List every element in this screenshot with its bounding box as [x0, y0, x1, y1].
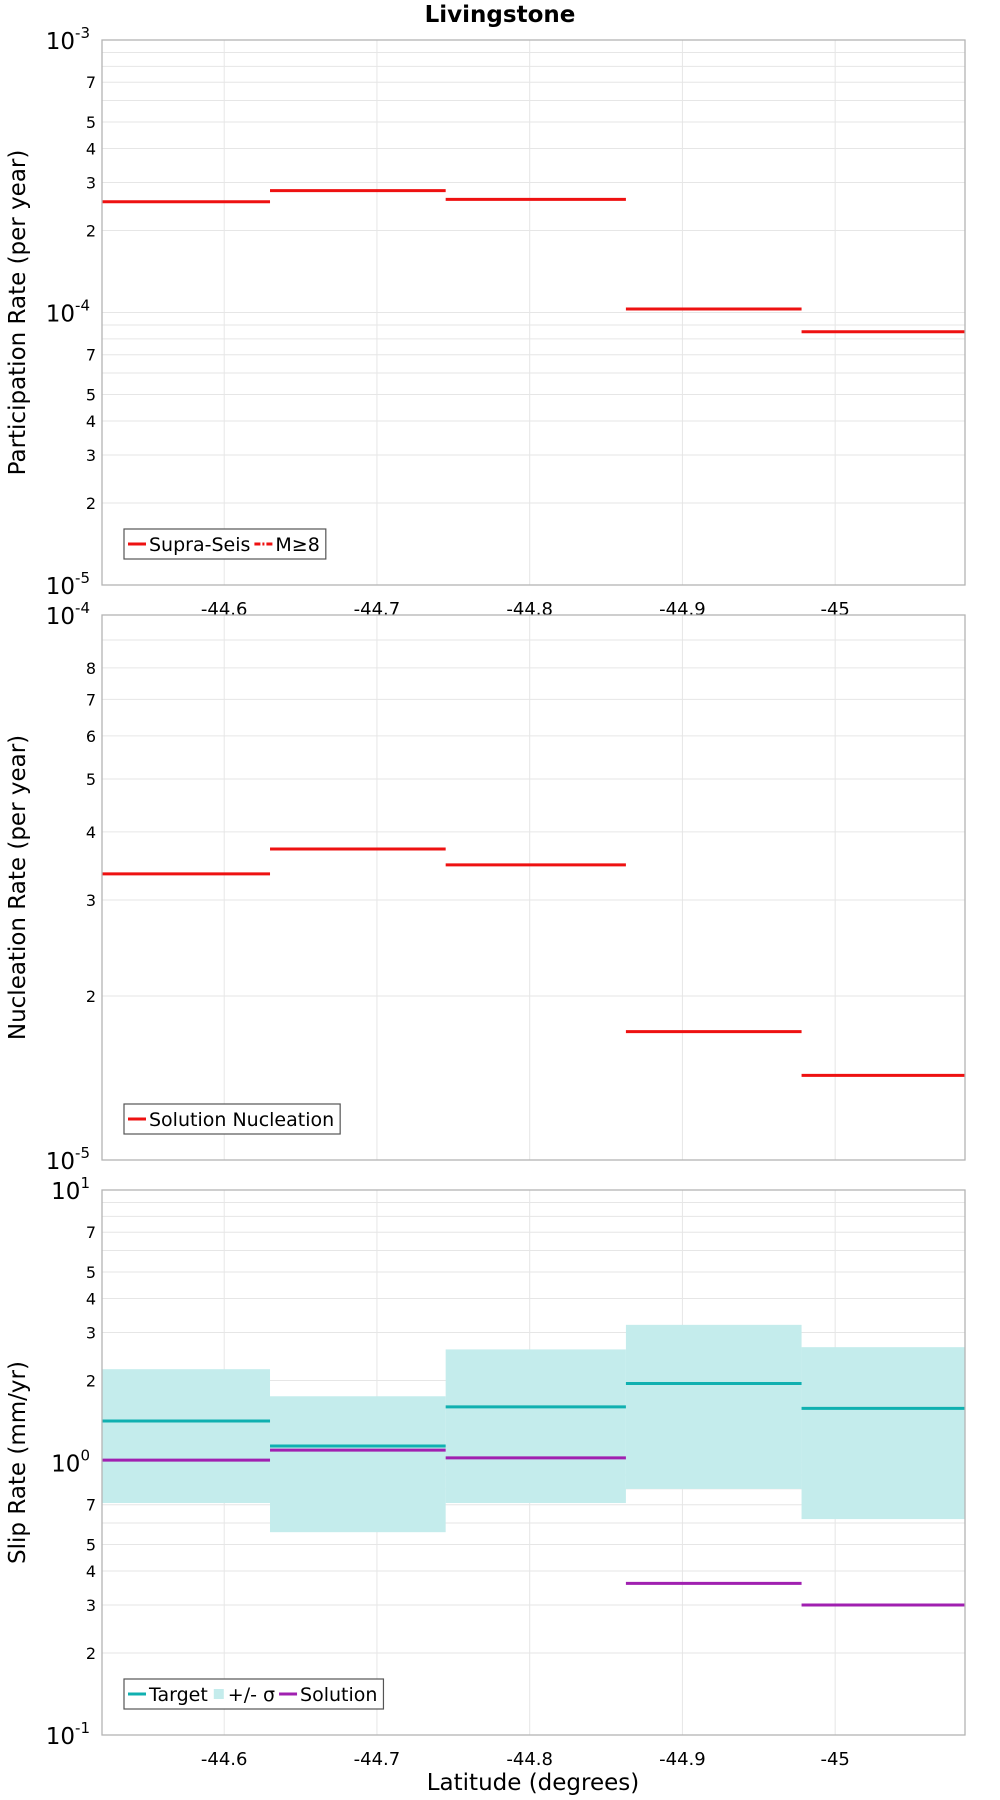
y-minor-tick-label: 7 [86, 1496, 96, 1515]
x-tick-label: -44.9 [659, 1749, 706, 1770]
chart-title: Livingstone [425, 2, 576, 28]
y-minor-tick-label: 5 [86, 1263, 96, 1282]
y-minor-tick-label: 4 [86, 1289, 96, 1308]
x-tick-label: -44.7 [354, 1749, 401, 1770]
legend: Solution Nucleation [123, 1103, 341, 1135]
plot-frame [101, 614, 966, 1161]
sigma-band-bin [625, 1324, 802, 1489]
x-tick-label: -44.8 [506, 1749, 553, 1770]
y-minor-tick-label: 3 [86, 1596, 96, 1615]
legend-box [123, 528, 327, 560]
y-axis-label: Slip Rate (mm/yr) [5, 1361, 31, 1564]
y-minor-tick-label: 4 [86, 823, 96, 842]
y-minor-tick-label: 2 [86, 1371, 96, 1390]
y-minor-tick-label: 5 [86, 113, 96, 132]
legend-label: Target [148, 1684, 208, 1706]
y-minor-tick-label: 4 [86, 139, 96, 158]
y-minor-tick-label: 2 [86, 221, 96, 240]
sigma-band-bin [270, 1396, 446, 1533]
y-major-tick-label: 101 [51, 1174, 90, 1205]
y-minor-tick-label: 3 [86, 446, 96, 465]
legend-label: Solution Nucleation [149, 1109, 334, 1131]
plot-frame [101, 1189, 966, 1736]
y-minor-tick-label: 2 [86, 987, 96, 1006]
y-minor-tick-label: 8 [86, 659, 96, 678]
y-axis-label: Participation Rate (per year) [5, 150, 31, 476]
y-major-tick-label: 10-5 [46, 569, 90, 600]
y-minor-tick-label: 5 [86, 1536, 96, 1555]
legend-label: M≥8 [275, 534, 319, 556]
y-minor-tick-label: 3 [86, 891, 96, 910]
legend-box [123, 1678, 385, 1710]
x-tick-label: -44.6 [201, 1749, 248, 1770]
legend-label: +/- σ [228, 1684, 275, 1706]
y-minor-tick-label: 4 [86, 412, 96, 431]
x-tick-label: -45 [820, 1749, 849, 1770]
y-major-tick-label: 10-5 [46, 1144, 90, 1175]
y-minor-tick-label: 4 [86, 1562, 96, 1581]
legend-label: Solution [300, 1684, 377, 1706]
legend: Target +/- σ Solution [123, 1678, 385, 1710]
plot-frame [101, 39, 966, 586]
y-major-tick-label: 10-3 [46, 24, 90, 55]
y-major-tick-label: 100 [51, 1447, 90, 1478]
y-minor-tick-label: 5 [86, 386, 96, 405]
y-axis-label: Nucleation Rate (per year) [5, 735, 31, 1040]
y-major-tick-label: 10-4 [46, 599, 90, 630]
y-major-tick-label: 10-1 [46, 1719, 90, 1750]
legend-swatch-box [213, 1689, 224, 1699]
y-minor-tick-label: 6 [86, 727, 96, 746]
sigma-band-bin [801, 1347, 965, 1520]
y-minor-tick-label: 7 [86, 1223, 96, 1242]
x-axis-label: Latitude (degrees) [427, 1770, 640, 1796]
y-major-tick-label: 10-4 [46, 297, 90, 328]
sigma-band-bin [445, 1349, 626, 1504]
legend: Supra-Seis M≥8 [123, 528, 327, 560]
y-minor-tick-label: 2 [86, 1644, 96, 1663]
y-minor-tick-label: 3 [86, 173, 96, 192]
legend-box [123, 1103, 341, 1135]
panel-2: 10-4 10-5 8 7 6 5 4 3 2 Nucleation Rate (per year… [5, 599, 966, 1175]
y-minor-tick-label: 7 [86, 73, 96, 92]
panel-3: 101 100 10-1 7 5 4 3 2 7 5 4 3 2 -44.6 -44.7 -44.8 -44.9… [5, 1174, 966, 1770]
sigma-band-bin [102, 1369, 271, 1504]
legend-label: Supra-Seis [149, 534, 250, 556]
y-minor-tick-label: 5 [86, 770, 96, 789]
y-minor-tick-label: 7 [86, 690, 96, 709]
y-minor-tick-label: 7 [86, 346, 96, 365]
y-minor-tick-label: 2 [86, 494, 96, 513]
y-minor-tick-label: 3 [86, 1323, 96, 1342]
